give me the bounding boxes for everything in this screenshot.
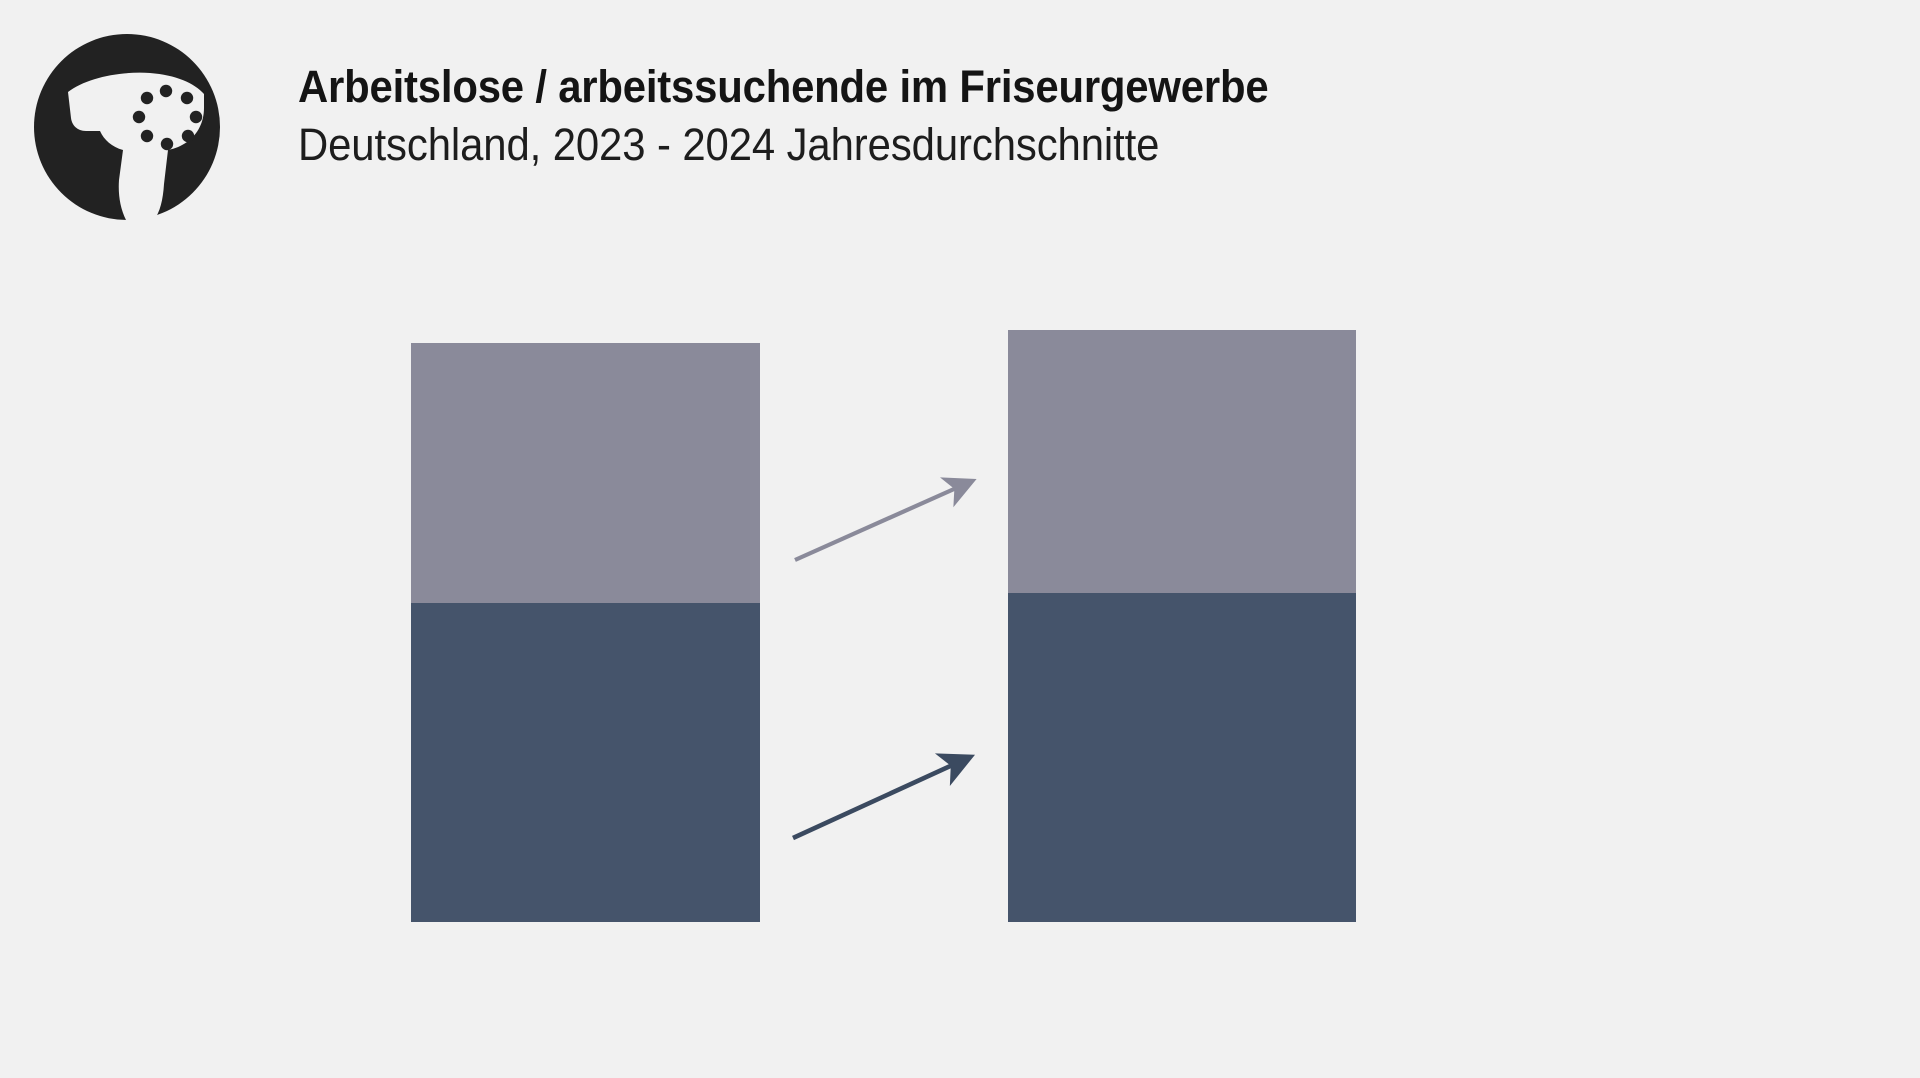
page-title: Arbeitslose / arbeitssuchende im Friseur… [298,61,1269,112]
bar-2023-segment-arbeitssuchende[interactable] [411,343,760,603]
page-subtitle: Deutschland, 2023 - 2024 Jahresdurchschn… [298,119,1160,170]
bar-2024-segment-arbeitssuchende[interactable] [1008,330,1356,593]
bar-2023[interactable] [411,343,760,922]
growth-arrow-arbeitssuchende-icon [794,477,977,562]
bar-2023-segment-arbeitslose[interactable] [411,603,760,922]
header: Arbeitslose / arbeitssuchende im Friseur… [0,0,1920,240]
growth-arrow-arbeitslose-icon [792,753,976,841]
bar-2024-segment-arbeitslose[interactable] [1008,593,1356,922]
title-block: Arbeitslose / arbeitssuchende im Friseur… [298,58,1858,174]
bar-2024[interactable] [1008,330,1356,922]
hair-dryer-circle-logo-icon [34,34,220,220]
